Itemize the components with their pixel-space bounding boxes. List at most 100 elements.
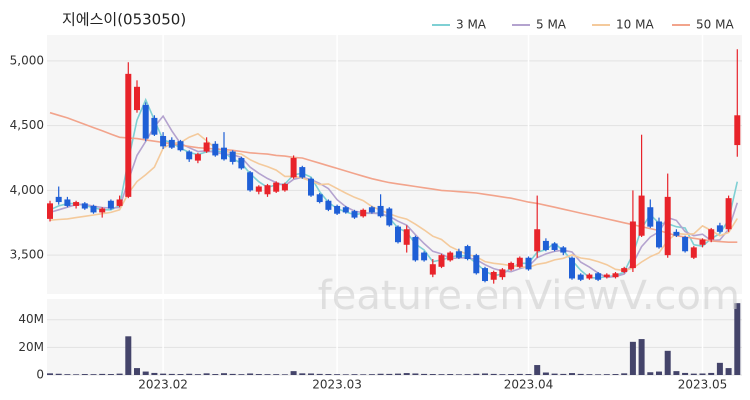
volume-bar: [629, 341, 636, 375]
candle-body: [447, 252, 454, 261]
volume-bar: [177, 374, 184, 375]
chart-title: 지에스이(053050): [62, 11, 186, 29]
volume-bar: [690, 373, 697, 375]
volume-bar: [55, 373, 62, 375]
legend-label: 3 MA: [456, 18, 487, 32]
candle-body: [368, 207, 375, 213]
candle-body: [438, 255, 445, 267]
volume-bar: [656, 371, 662, 375]
volume-bar: [421, 373, 428, 375]
marks: [47, 49, 741, 375]
candle-body: [638, 195, 645, 236]
candle-body: [247, 172, 254, 191]
watermark: feature.enViewV.com: [318, 273, 740, 319]
volume-bar: [107, 374, 114, 375]
volume-bar: [186, 373, 193, 375]
volume-bar: [560, 373, 567, 375]
candle-body: [177, 141, 184, 151]
candle-body: [334, 205, 341, 214]
volume-bar: [64, 374, 71, 375]
candle-body: [734, 115, 741, 146]
candle-body: [664, 196, 671, 256]
volume-bar: [308, 373, 314, 375]
candle-body: [464, 246, 471, 260]
volume-bar: [508, 374, 515, 375]
volume-bar: [412, 373, 419, 375]
volume-bar: [99, 373, 106, 375]
volume-bar: [612, 374, 619, 375]
candle-body: [47, 203, 53, 219]
volume-bar: [664, 350, 671, 375]
candle-body: [351, 211, 358, 218]
volume-bar: [482, 373, 488, 375]
candle-body: [325, 200, 332, 210]
volume-bar: [90, 374, 97, 375]
volume-bar: [603, 374, 610, 375]
candle-body: [360, 209, 367, 217]
x-tick-label: 2023.02: [138, 378, 188, 392]
y-tick-label: 40M: [18, 312, 44, 326]
candle-body: [455, 251, 462, 258]
y-tick-label: 4,000: [10, 183, 44, 197]
candle-body: [586, 274, 593, 279]
candle-body: [656, 221, 662, 248]
candle-body: [525, 257, 532, 270]
volume-bar: [377, 373, 384, 375]
candle-body: [473, 255, 480, 274]
candle-body: [647, 207, 654, 227]
volume-bar: [81, 374, 88, 375]
candle-body: [542, 240, 549, 250]
volume-bar: [194, 374, 201, 375]
volume-bar: [125, 336, 132, 375]
volume-bar: [716, 362, 723, 375]
candle-body: [229, 151, 236, 162]
volume-bar: [73, 374, 80, 375]
candle-body: [255, 186, 262, 192]
candle-body: [534, 229, 541, 252]
volume-bar: [325, 374, 332, 375]
volume-bar: [221, 373, 227, 375]
candle-body: [508, 262, 515, 270]
y-tick-label: 20M: [18, 340, 44, 354]
candle-body: [281, 183, 288, 191]
volume-bar: [299, 373, 306, 375]
candle-body: [151, 117, 158, 135]
volume-bar: [281, 374, 288, 375]
candle-body: [673, 231, 680, 236]
candle-body: [81, 203, 88, 209]
candle-body: [429, 264, 436, 275]
volume-bar: [673, 371, 680, 375]
candle-body: [55, 196, 62, 203]
candle-body: [551, 243, 558, 250]
candle-body: [577, 274, 584, 280]
y-tick-label: 0: [36, 368, 44, 382]
candle-body: [342, 207, 349, 213]
candle-body: [238, 158, 245, 169]
volume-bar: [499, 374, 506, 375]
volume-bar: [699, 373, 706, 375]
volume-bar: [290, 371, 297, 375]
candle-body: [264, 185, 271, 195]
volume-bar: [490, 373, 497, 375]
candle-body: [395, 226, 401, 243]
volume-bar: [473, 373, 480, 375]
volume-bar: [577, 373, 584, 375]
y-tick-label: 4,500: [10, 118, 44, 132]
volume-bar: [595, 374, 602, 375]
grid: 3,500 4,000 4,500 5,000 0 20M 40M 2023.02 2023.0…: [10, 35, 742, 392]
volume-bar: [464, 374, 471, 375]
volume-bar: [160, 373, 167, 375]
candle-body: [612, 273, 619, 278]
candle-body: [125, 73, 132, 197]
volume-bar: [47, 373, 53, 375]
candle-body: [569, 257, 575, 279]
candle-body: [603, 274, 610, 278]
volume-bar: [734, 303, 741, 375]
legend-label: 5 MA: [536, 18, 567, 32]
candle-body: [699, 239, 706, 245]
volume-bar: [534, 365, 541, 375]
candle-body: [516, 257, 523, 267]
candle-body: [290, 158, 297, 178]
volume-bar: [621, 373, 628, 375]
